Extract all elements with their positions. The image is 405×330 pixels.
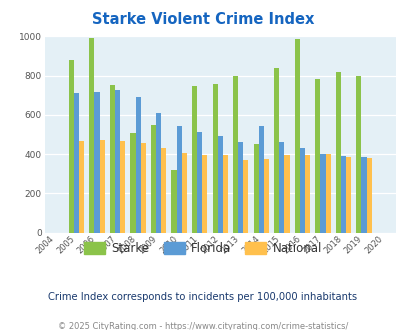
Bar	[325, 154, 330, 233]
Bar	[99, 140, 104, 233]
Bar	[356, 76, 360, 233]
Bar	[294, 39, 299, 233]
Bar	[258, 126, 263, 233]
Bar	[110, 85, 115, 233]
Text: Starke Violent Crime Index: Starke Violent Crime Index	[92, 12, 313, 26]
Bar	[156, 113, 161, 233]
Bar	[320, 154, 325, 233]
Bar	[161, 148, 166, 233]
Bar	[120, 141, 125, 233]
Bar	[192, 86, 197, 233]
Bar	[279, 142, 284, 233]
Bar	[135, 97, 140, 233]
Bar	[238, 142, 243, 233]
Text: © 2025 CityRating.com - https://www.cityrating.com/crime-statistics/: © 2025 CityRating.com - https://www.city…	[58, 322, 347, 330]
Bar	[366, 158, 371, 233]
Bar	[212, 84, 217, 233]
Bar	[299, 148, 304, 233]
Bar	[94, 92, 99, 233]
Bar	[89, 38, 94, 233]
Bar	[140, 143, 145, 233]
Bar	[202, 155, 207, 233]
Bar	[263, 159, 269, 233]
Bar	[130, 134, 135, 233]
Bar	[68, 60, 74, 233]
Bar	[360, 157, 366, 233]
Bar	[253, 144, 258, 233]
Bar	[171, 170, 176, 233]
Bar	[181, 153, 186, 233]
Bar	[243, 160, 248, 233]
Bar	[284, 155, 289, 233]
Bar	[304, 155, 309, 233]
Bar	[197, 132, 202, 233]
Bar	[345, 157, 350, 233]
Text: Crime Index corresponds to incidents per 100,000 inhabitants: Crime Index corresponds to incidents per…	[48, 292, 357, 302]
Bar	[79, 141, 84, 233]
Bar	[335, 72, 340, 233]
Bar	[176, 126, 181, 233]
Bar	[314, 80, 320, 233]
Bar	[74, 93, 79, 233]
Legend: Starke, Florida, National: Starke, Florida, National	[79, 237, 326, 260]
Bar	[115, 90, 120, 233]
Bar	[222, 155, 227, 233]
Bar	[273, 68, 279, 233]
Bar	[340, 156, 345, 233]
Bar	[232, 76, 238, 233]
Bar	[151, 125, 156, 233]
Bar	[217, 136, 222, 233]
